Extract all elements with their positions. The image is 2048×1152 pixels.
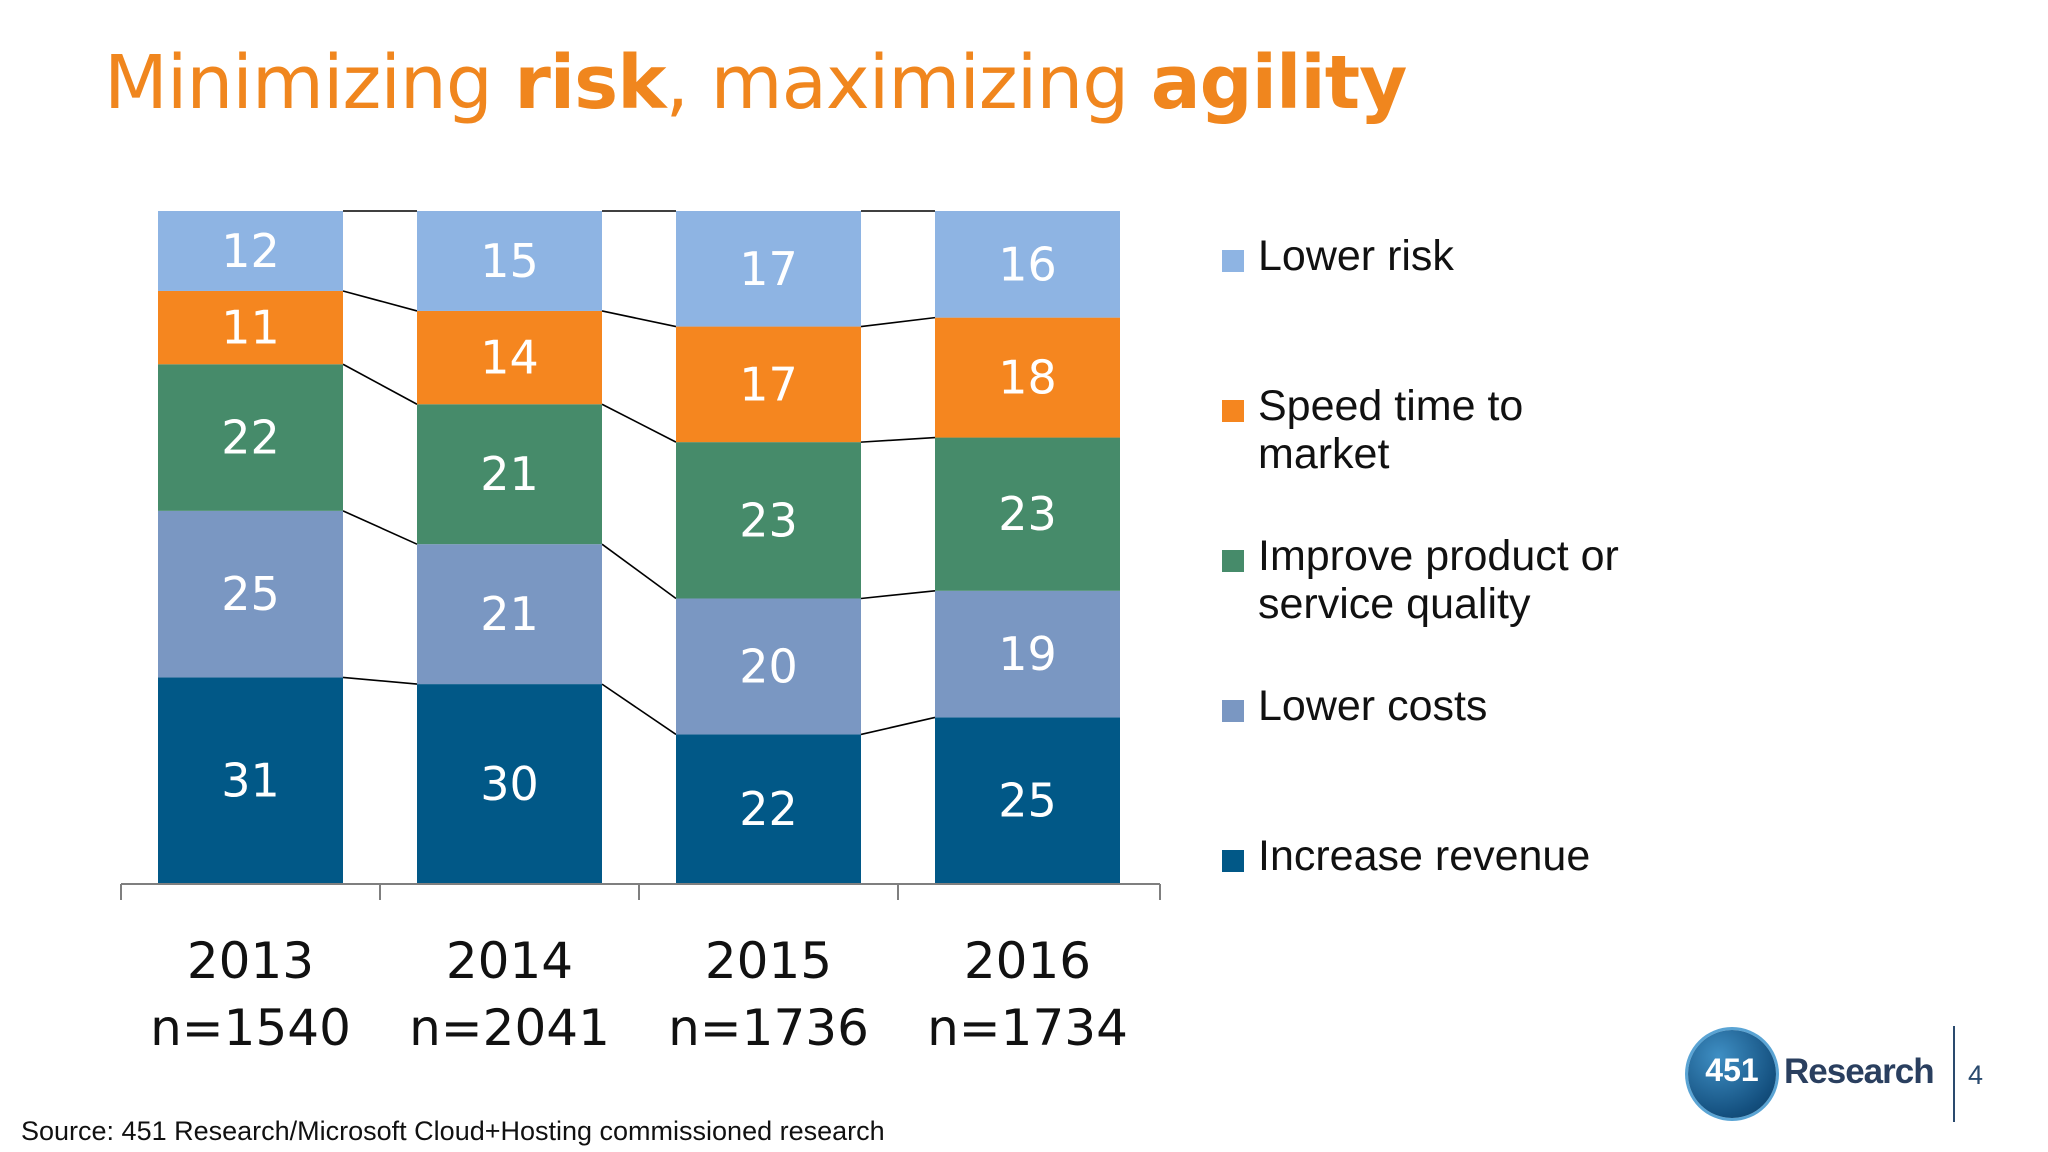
bar-segment-speed-time-to-market-2016 [935,317,1120,438]
data-label: 16 [998,237,1057,291]
data-label: 22 [739,782,798,836]
bar-segment-improve-product-or-service-quality-2014 [417,404,602,545]
data-label: 23 [739,493,798,547]
bar-segment-speed-time-to-market-2013 [158,290,343,365]
bar-segment-lower-risk-2013 [158,211,343,291]
series-line [860,436,936,443]
bar-segment-increase-revenue-2016 [935,717,1120,884]
legend-label: Speed time to market [1258,382,1524,478]
bar-segment-improve-product-or-service-quality-2015 [676,442,861,599]
x-tick-sublabel: n=2041 [409,999,610,1057]
series-line [860,590,936,600]
bar-segment-improve-product-or-service-quality-2013 [158,364,343,511]
x-tick-label: 2016 [964,932,1091,990]
legend-label: Improve product or service quality [1258,532,1619,628]
series-line [860,716,936,736]
footer-divider [1953,1026,1955,1122]
series-line [860,316,936,328]
series-line [601,683,677,736]
data-label: 21 [480,587,539,641]
x-tick-sublabel: n=1540 [150,999,351,1057]
data-label: 14 [480,331,539,385]
data-label: 25 [998,774,1057,828]
bar-segment-improve-product-or-service-quality-2016 [935,437,1120,591]
data-label: 31 [221,754,280,808]
data-label: 17 [739,357,798,411]
data-label: 21 [480,447,539,501]
legend-swatch [1222,400,1244,422]
bar-segment-lower-costs-2016 [935,590,1120,718]
source-note: Source: 451 Research/Microsoft Cloud+Hos… [21,1116,885,1146]
bar-segment-lower-costs-2014 [417,544,602,685]
legend-label: Increase revenue [1258,832,1591,880]
logo-word: Research [1784,1052,1935,1091]
bar-segment-increase-revenue-2015 [676,734,861,884]
series-line [601,310,677,328]
x-tick-label: 2014 [446,932,573,990]
bar-segment-lower-risk-2016 [935,211,1120,318]
legend-swatch [1222,850,1244,872]
data-label: 20 [739,639,798,693]
data-label: 23 [998,487,1057,541]
bar-segment-lower-costs-2013 [158,510,343,678]
data-label: 22 [221,411,280,465]
data-label: 11 [221,301,280,355]
x-tick-sublabel: n=1736 [668,999,869,1057]
bar-segment-lower-risk-2014 [417,211,602,311]
legend-swatch [1222,700,1244,722]
bar-segment-speed-time-to-market-2014 [417,310,602,405]
451-research-logo: 451 Research [1688,1028,1948,1120]
data-label: 15 [480,234,539,288]
bar-segment-increase-revenue-2013 [158,677,343,884]
bar-segment-speed-time-to-market-2015 [676,326,861,443]
page-number: 4 [1968,1060,1984,1090]
series-line [342,510,418,545]
series-line [601,403,677,443]
data-label: 19 [998,627,1057,681]
x-tick-label: 2013 [187,932,314,990]
x-tick-label: 2015 [705,932,832,990]
bar-segment-lower-costs-2015 [676,598,861,735]
series-line [601,543,677,600]
bar-segment-increase-revenue-2014 [417,684,602,884]
slide-title: Minimizing risk, maximizing agility [104,40,1407,126]
data-label: 30 [480,757,539,811]
data-label: 18 [998,351,1057,405]
legend-swatch [1222,250,1244,272]
legend-label: Lower risk [1258,232,1454,280]
data-label: 25 [221,567,280,621]
logo-number: 451 [1705,1052,1759,1088]
data-label: 12 [221,224,280,278]
data-label: 17 [739,242,798,296]
x-tick-sublabel: n=1734 [927,999,1128,1057]
bar-segment-lower-risk-2015 [676,211,861,327]
series-line [342,290,418,312]
legend-swatch [1222,550,1244,572]
logo-circle-icon [1688,1030,1776,1118]
legend-label: Lower costs [1258,682,1488,730]
series-line [342,363,418,405]
series-line [342,676,418,685]
